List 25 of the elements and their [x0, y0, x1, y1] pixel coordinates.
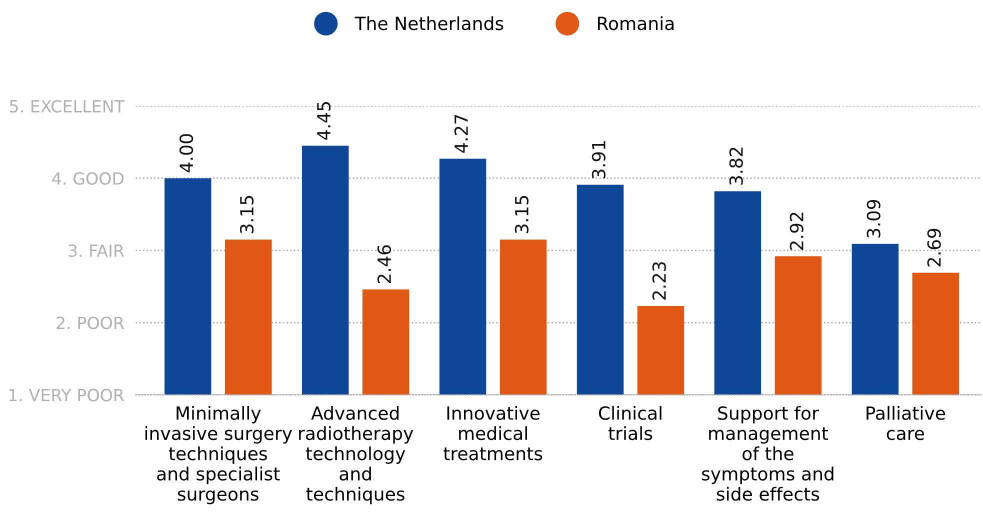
x-tick-label: Palliative care	[866, 406, 946, 440]
data-label: 3.91	[592, 141, 606, 178]
y-tick-label: 2. POOR	[56, 316, 124, 330]
data-label: 2.69	[927, 228, 941, 266]
data-label: 2.23	[652, 262, 666, 300]
data-label: 2.46	[377, 245, 392, 284]
legend-label: The Netherlands	[354, 16, 504, 30]
data-label: 3.15	[514, 196, 529, 234]
data-label: 4.00	[179, 134, 194, 172]
y-tick-label: 4. GOOD	[52, 172, 124, 185]
data-label: 3.15	[240, 196, 254, 234]
x-tick-label: Support for management of the symptoms and side effects	[702, 406, 834, 501]
x-tick-label: Clinical trials	[598, 406, 662, 440]
data-label: 3.09	[866, 200, 880, 238]
data-label: 4.45	[317, 102, 331, 140]
x-tick-label: Minimally invasive surgery techniques and specialist surgeons	[145, 406, 292, 504]
legend-label: Romania	[598, 16, 674, 30]
x-tick-label: Advanced radiotherapy technology and techniques	[299, 406, 414, 504]
y-tick-label: 1. VERY POOR	[9, 388, 124, 402]
data-label: 3.82	[729, 148, 743, 185]
data-label: 2.92	[790, 212, 804, 250]
x-tick-label: Innovative medical treatments	[444, 406, 542, 460]
y-tick-label: 3. FAIR	[68, 244, 124, 257]
y-tick-label: 5. EXCELLENT	[10, 100, 125, 113]
data-label: 4.27	[454, 115, 468, 153]
